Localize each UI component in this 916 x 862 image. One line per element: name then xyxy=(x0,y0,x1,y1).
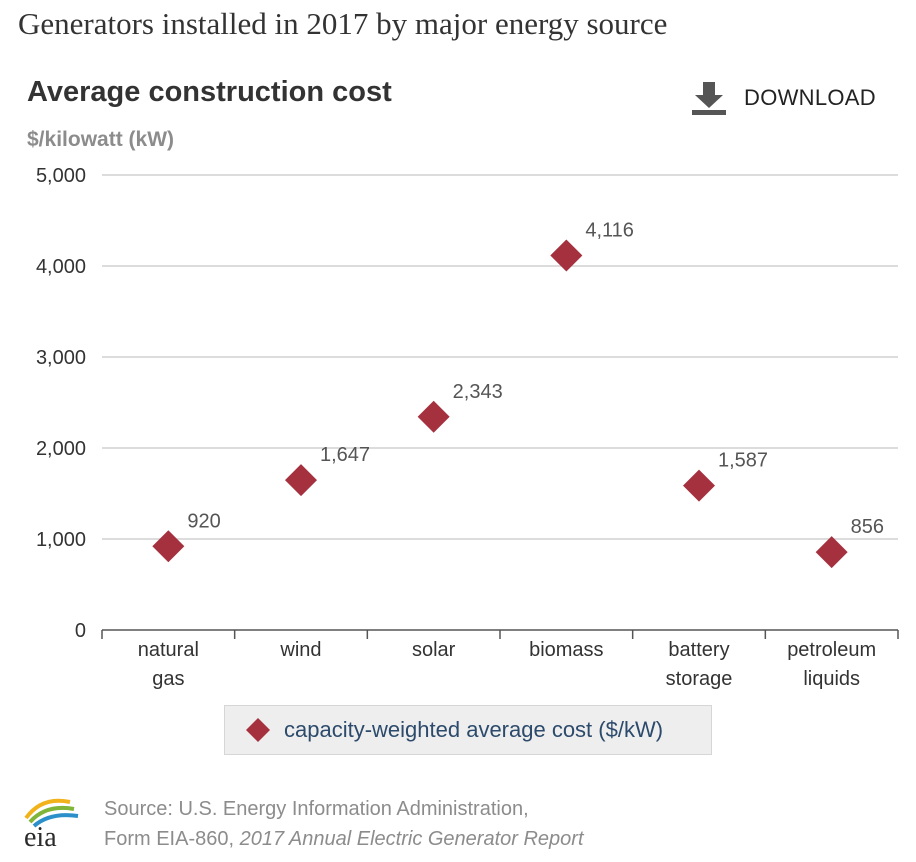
eia-logo: eia xyxy=(24,798,79,850)
y-tick-label: 3,000 xyxy=(36,347,86,369)
data-label: 856 xyxy=(851,516,884,538)
x-tick-label: liquids xyxy=(803,668,860,690)
legend-label: capacity-weighted average cost ($/kW) xyxy=(284,717,664,742)
x-axis-labels: natural gas wind solar biomass battery storage… xyxy=(138,639,876,690)
y-tick-label: 1,000 xyxy=(36,529,86,551)
y-tick-label: 4,000 xyxy=(36,256,86,278)
data-point xyxy=(550,239,583,272)
data-label: 1,647 xyxy=(320,444,370,466)
x-tick-label: solar xyxy=(412,639,456,661)
x-tick-label: battery xyxy=(668,639,729,661)
data-label: 2,343 xyxy=(453,381,503,403)
page-title: Generators installed in 2017 by major en… xyxy=(18,6,668,41)
eia-logo-text: eia xyxy=(24,822,57,850)
data-points xyxy=(152,239,848,569)
scatter-chart: 0 1,000 2,000 3,000 4,000 5,000 natural gas win… xyxy=(36,165,899,690)
data-point xyxy=(683,469,715,502)
source-line-2-prefix: Form EIA-860, xyxy=(104,828,240,850)
data-point xyxy=(417,400,450,433)
x-tick-label: gas xyxy=(152,668,184,690)
data-label: 1,587 xyxy=(718,450,768,472)
legend-diamond-marker xyxy=(246,718,270,742)
y-tick-label: 2,000 xyxy=(36,438,86,460)
x-tick-label: natural xyxy=(138,639,199,661)
legend[interactable]: capacity-weighted average cost ($/kW) xyxy=(224,705,712,755)
data-label: 4,116 xyxy=(585,219,634,241)
y-tick-label: 0 xyxy=(75,620,86,642)
y-tick-label: 5,000 xyxy=(36,165,86,187)
source-line-1: Source: U.S. Energy Information Administ… xyxy=(104,798,529,820)
x-tick-label: petroleum xyxy=(787,639,876,661)
source-line-2: Form EIA-860, 2017 Annual Electric Gener… xyxy=(104,824,584,854)
download-label: DOWNLOAD xyxy=(744,85,876,110)
y-axis-unit-label: $/kilowatt (kW) xyxy=(27,128,175,151)
source-note: Source: U.S. Energy Information Administ… xyxy=(104,794,584,854)
data-point xyxy=(285,464,317,497)
data-point xyxy=(152,530,185,563)
y-axis-ticks: 0 1,000 2,000 3,000 4,000 5,000 xyxy=(36,165,86,642)
download-button[interactable]: DOWNLOAD xyxy=(690,80,876,116)
x-tick-label: biomass xyxy=(529,639,603,661)
chart-title: Average construction cost xyxy=(27,76,392,108)
source-report-title: 2017 Annual Electric Generator Report xyxy=(239,828,584,850)
x-tick-label: wind xyxy=(279,639,321,661)
grid-lines xyxy=(102,174,898,540)
data-point xyxy=(815,536,848,569)
data-label: 920 xyxy=(187,510,220,532)
x-axis xyxy=(101,629,899,639)
x-tick-label: storage xyxy=(666,668,733,690)
download-icon xyxy=(692,82,726,115)
data-labels: 920 1,647 2,343 4,116 1,587 856 xyxy=(187,219,884,538)
